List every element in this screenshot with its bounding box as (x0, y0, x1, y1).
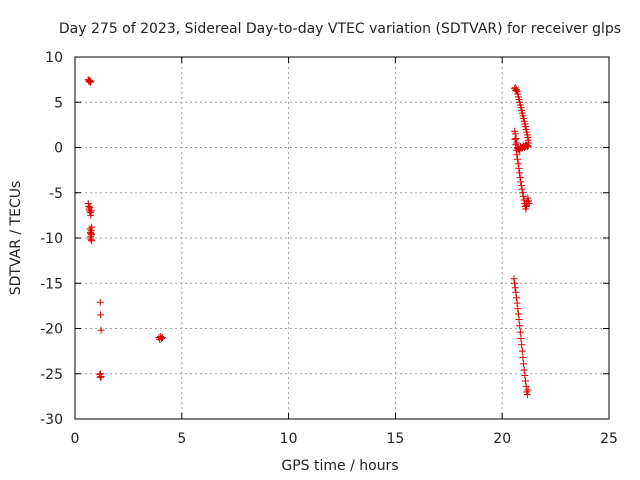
data-point (516, 328, 524, 336)
data-point (511, 284, 519, 292)
y-tick-label: -30 (40, 412, 63, 428)
data-point (520, 196, 528, 204)
data-point (522, 382, 530, 390)
data-point (513, 294, 521, 302)
data-point (511, 135, 519, 143)
data-point (525, 200, 533, 208)
data-point (514, 305, 522, 313)
data-point (514, 144, 522, 152)
data-point (521, 372, 529, 380)
data-point (517, 182, 525, 190)
x-axis-label: GPS time / hours (281, 458, 398, 474)
data-point (514, 155, 522, 163)
data-point (524, 386, 532, 394)
chart-title: Day 275 of 2023, Sidereal Day-to-day VTE… (59, 21, 621, 37)
data-point (521, 377, 529, 385)
data-point (523, 391, 531, 399)
data-point (88, 237, 96, 245)
data-point (97, 372, 105, 380)
x-tick-label: 25 (600, 431, 618, 447)
x-tick-label: 5 (177, 431, 186, 447)
data-point (512, 146, 520, 154)
data-point (512, 141, 520, 149)
y-tick-label: -15 (40, 276, 63, 292)
data-point (517, 178, 525, 186)
data-point (157, 333, 165, 341)
data-point (86, 78, 94, 86)
data-point (158, 334, 166, 342)
data-point (520, 360, 528, 368)
data-point (520, 366, 528, 374)
data-point (512, 86, 520, 94)
x-tick-label: 0 (71, 431, 80, 447)
y-tick-label: -25 (40, 367, 63, 383)
x-tick-label: 20 (493, 431, 511, 447)
data-point (511, 127, 519, 135)
data-point (513, 139, 521, 147)
data-point (86, 77, 94, 85)
y-tick-label: 5 (54, 95, 63, 111)
data-point (512, 288, 520, 296)
data-point (519, 353, 527, 361)
data-point (516, 173, 524, 181)
data-point (522, 205, 530, 213)
data-point (518, 185, 526, 193)
data-point (513, 86, 521, 94)
data-point (518, 341, 526, 349)
data-point (513, 299, 521, 307)
data-point (513, 151, 521, 159)
data-point (158, 334, 166, 342)
y-tick-label: -10 (40, 231, 63, 247)
data-point (97, 311, 105, 319)
x-tick-label: 10 (280, 431, 298, 447)
data-point (518, 347, 526, 355)
data-point (514, 160, 522, 168)
data-point (515, 315, 523, 323)
axis-tick-labels: 0 5 10 15 20 25 -30 -25 -20 -15 -10 -5 0 5 10 (40, 50, 618, 447)
x-tick-label: 15 (386, 431, 404, 447)
data-point (87, 227, 95, 235)
y-tick-label: 0 (54, 141, 63, 157)
data-points (84, 76, 533, 399)
data-point (512, 134, 520, 142)
data-point (96, 298, 104, 306)
data-point (510, 275, 518, 283)
axis-ticks (74, 56, 610, 420)
data-point (87, 207, 95, 215)
data-point (514, 310, 522, 318)
data-point (516, 322, 524, 330)
data-point (511, 279, 519, 287)
data-point (87, 77, 95, 85)
y-tick-label: -5 (49, 186, 63, 202)
y-axis-label: SDTVAR / TECUs (8, 181, 24, 296)
y-tick-label: -20 (40, 322, 63, 338)
data-point (97, 326, 105, 334)
y-tick-label: 10 (45, 50, 63, 66)
grid-lines (75, 57, 609, 419)
data-point (519, 192, 527, 200)
data-point (517, 334, 525, 342)
data-point (519, 189, 527, 197)
data-point (515, 164, 523, 172)
data-point (516, 169, 524, 177)
